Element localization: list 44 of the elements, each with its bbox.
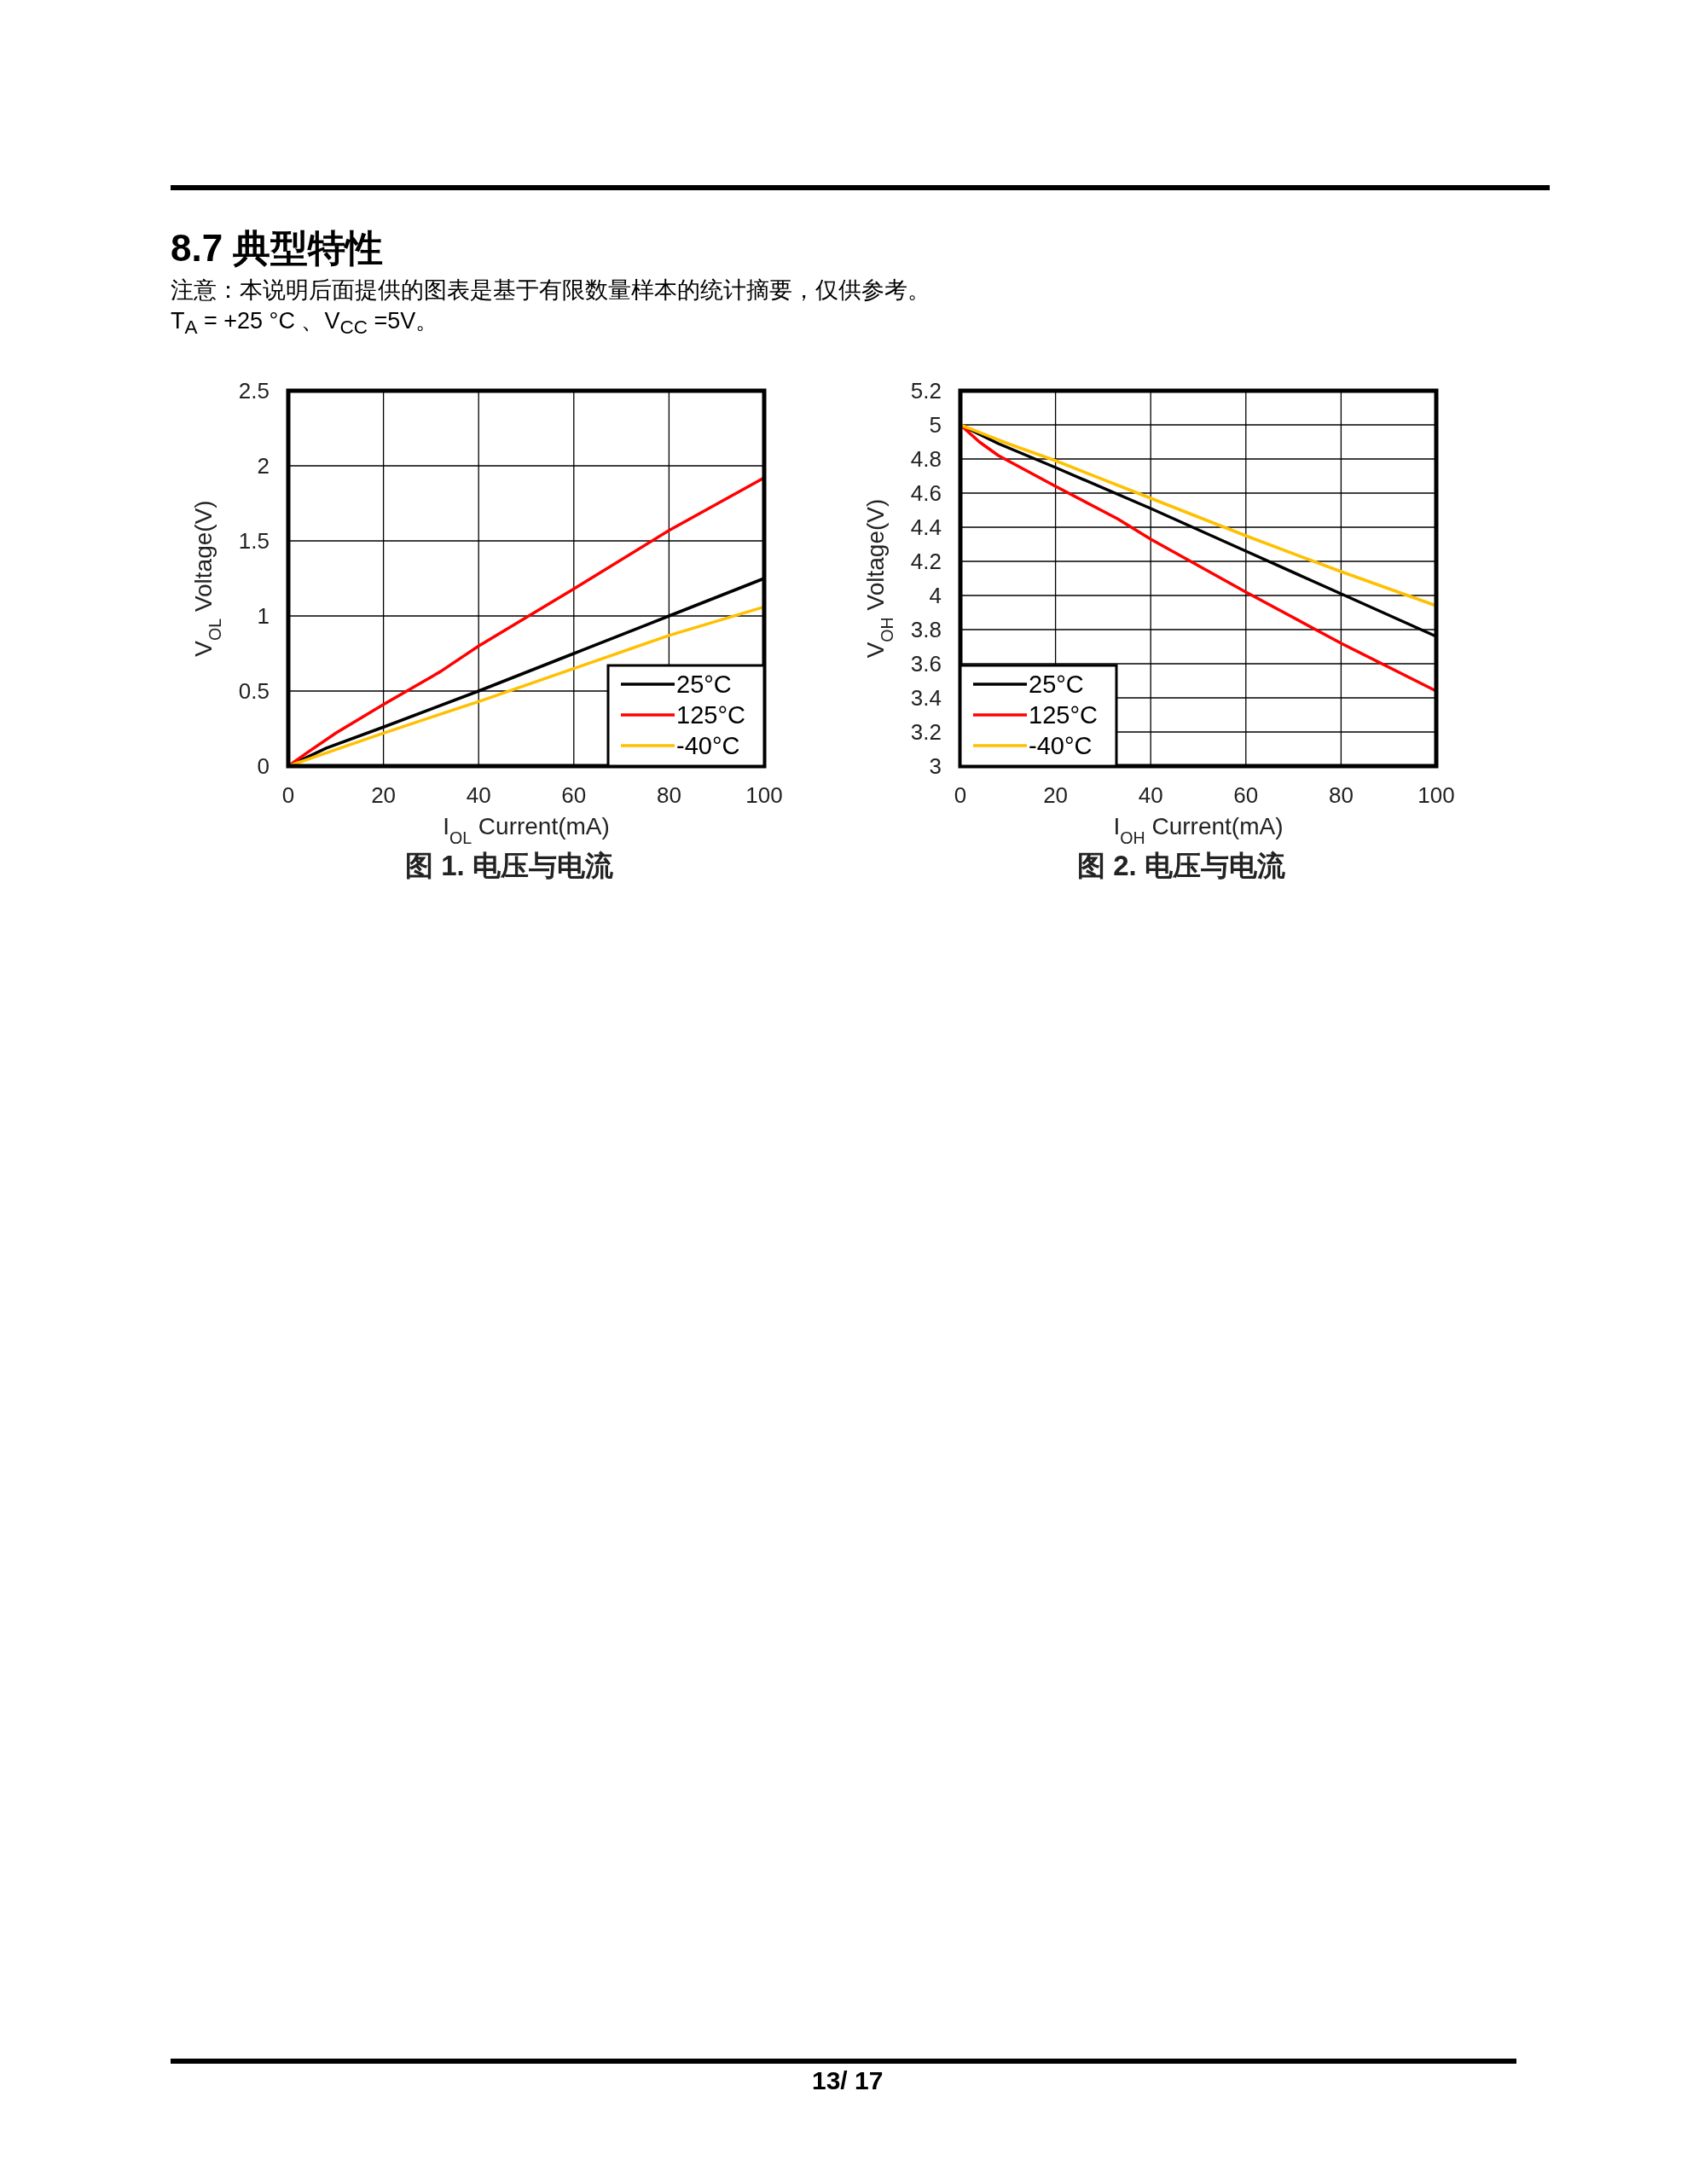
- x-tick-label: 80: [1328, 782, 1354, 808]
- y-tick-label: 1.5: [238, 528, 270, 554]
- text: 图 1. 电压与电流: [405, 850, 614, 881]
- x-tick-label: 40: [1138, 782, 1163, 808]
- x-axis-title: I$_{OH}$ Current(mA): [1113, 813, 1284, 847]
- x-tick-label: 0: [281, 782, 295, 808]
- y-tick-label: 3: [929, 753, 942, 779]
- text: 图 2. 电压与电流: [1077, 850, 1286, 881]
- text: 8.7 典型特性: [171, 226, 384, 270]
- y-tick-label: 4.4: [910, 514, 942, 540]
- y-tick-label: 4.8: [910, 446, 942, 472]
- text: T$_{A}$ = +25 °C 、V$_{CC}$ =5V。: [171, 307, 439, 340]
- legend-label: 25°C: [1029, 671, 1084, 698]
- x-tick-label: 100: [745, 782, 783, 808]
- y-tick-label: 4: [929, 583, 942, 608]
- y-tick-label: 2.5: [238, 378, 270, 404]
- y-tick-label: 4.6: [910, 480, 942, 506]
- text: 13/ 17: [812, 2066, 884, 2095]
- legend-label: 25°C: [676, 671, 732, 698]
- y-tick-label: 0.5: [238, 678, 270, 704]
- x-tick-label: 40: [466, 782, 491, 808]
- legend-label: 125°C: [676, 701, 745, 729]
- x-tick-label: 20: [371, 782, 397, 808]
- legend-label: -40°C: [676, 732, 740, 759]
- x-tick-label: 80: [656, 782, 681, 808]
- legend-label: -40°C: [1029, 732, 1093, 759]
- x-tick-label: 60: [561, 782, 587, 808]
- x-tick-label: 20: [1043, 782, 1069, 808]
- y-tick-label: 0: [257, 753, 270, 779]
- text: 注意：本说明后面提供的图表是基于有限数量样本的统计摘要，仅供参考。: [171, 276, 930, 305]
- y-tick-label: 2: [257, 453, 270, 479]
- legend-label: 125°C: [1029, 701, 1098, 729]
- y-tick-label: 3.2: [910, 719, 942, 745]
- x-tick-label: 0: [954, 782, 967, 808]
- y-tick-label: 4.2: [910, 549, 942, 574]
- x-tick-label: 60: [1233, 782, 1259, 808]
- y-tick-label: 3.6: [910, 651, 942, 677]
- x-tick-label: 100: [1417, 782, 1455, 808]
- y-tick-label: 5: [929, 412, 942, 438]
- y-tick-label: 3.8: [910, 617, 942, 642]
- y-tick-label: 3.4: [910, 685, 942, 711]
- y-tick-label: 5.2: [910, 378, 942, 404]
- x-axis-title: I$_{OL}$ Current(mA): [443, 813, 610, 847]
- y-tick-label: 1: [257, 603, 270, 629]
